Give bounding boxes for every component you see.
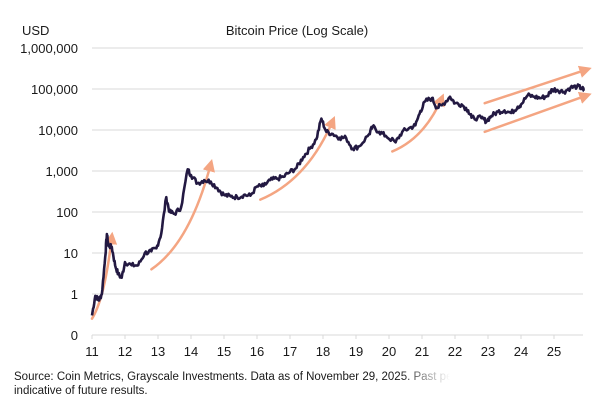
x-tick-label: 25: [547, 344, 561, 359]
chart-title: Bitcoin Price (Log Scale): [226, 23, 368, 38]
y-tick-label: 100,000: [31, 82, 78, 97]
price-line: [90, 83, 585, 316]
y-axis-unit-label: USD: [22, 23, 49, 38]
trend-arrow: [483, 65, 592, 105]
x-tick-label: 18: [316, 344, 330, 359]
x-tick-label: 11: [85, 344, 99, 359]
x-tick-label: 20: [382, 344, 396, 359]
y-tick-label: 1: [71, 287, 78, 302]
x-tick-label: 21: [415, 344, 429, 359]
source-line-1: Source: Coin Metrics, Grayscale Investme…: [14, 371, 466, 383]
text-fade-overlay: [400, 368, 600, 388]
trend-arrows: [90, 65, 592, 320]
y-tick-label: 10,000: [38, 123, 78, 138]
x-tick-label: 24: [514, 344, 528, 359]
x-tick-label: 19: [349, 344, 363, 359]
price-series: [90, 83, 585, 316]
trend-arrow: [483, 91, 592, 134]
x-tick-label: 13: [151, 344, 165, 359]
x-axis: 11 12 13 14 15 16 17 18 19 20 21 22 23 24 25: [85, 334, 583, 359]
x-tick-label: 15: [217, 344, 231, 359]
y-tick-label: 1,000: [45, 164, 78, 179]
x-tick-label: 14: [184, 344, 198, 359]
x-tick-label: 23: [481, 344, 495, 359]
source-note: Source: Coin Metrics, Grayscale Investme…: [14, 370, 574, 398]
x-tick-label: 16: [250, 344, 264, 359]
y-tick-label: 100: [56, 205, 78, 220]
x-tick-label: 17: [283, 344, 297, 359]
y-tick-label: 10: [64, 246, 78, 261]
x-tick-label: 22: [448, 344, 462, 359]
x-tick-label: 12: [118, 344, 132, 359]
trend-arrow: [259, 115, 336, 201]
y-tick-label: 0: [71, 328, 78, 343]
y-tick-label: 1,000,000: [20, 41, 78, 56]
source-line-2: indicative of future results.: [14, 385, 148, 397]
